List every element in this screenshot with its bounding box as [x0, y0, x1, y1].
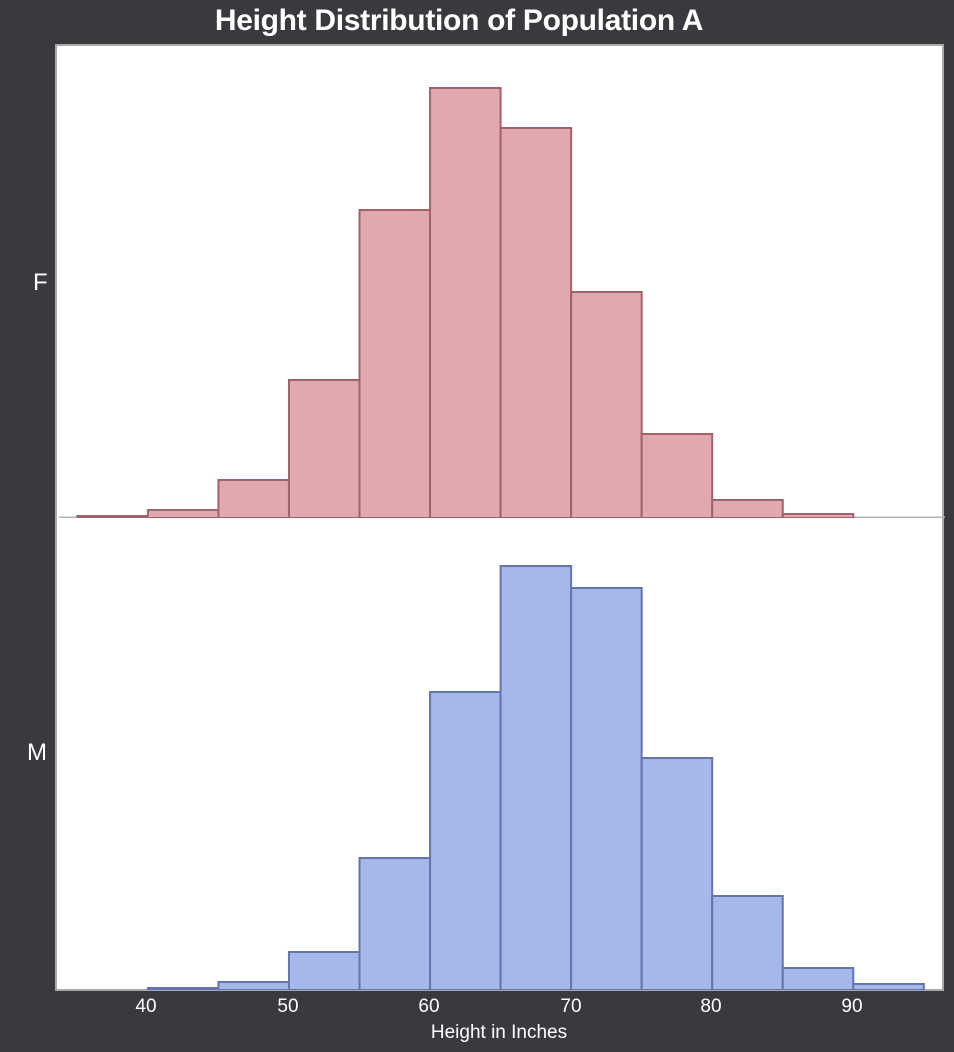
histogram-bar	[217, 479, 290, 518]
histogram-bar	[781, 513, 855, 518]
histogram-bar	[358, 209, 432, 518]
histogram-bar	[852, 983, 925, 990]
histogram-bar	[499, 127, 573, 518]
histogram-bar	[640, 433, 714, 518]
x-tick-80: 80	[700, 996, 722, 1017]
histogram-bar	[711, 895, 784, 990]
x-tick-50: 50	[277, 996, 299, 1017]
histogram-bar	[640, 757, 714, 990]
facet-label-m: M	[27, 739, 47, 766]
histogram-bar	[358, 857, 432, 990]
histogram-bar	[429, 87, 502, 518]
x-tick-40: 40	[135, 996, 157, 1017]
histogram-bar	[499, 565, 573, 990]
x-tick-60: 60	[418, 996, 440, 1017]
histogram-bar	[429, 691, 502, 990]
facet-panel-f	[59, 46, 945, 518]
histogram-bar	[570, 587, 643, 990]
histogram-f	[59, 87, 945, 518]
chart-title: Height Distribution of Population A	[214, 4, 704, 37]
x-tick-70: 70	[560, 996, 582, 1017]
facet-label-f: F	[33, 269, 48, 296]
histogram-bar	[287, 379, 361, 518]
histogram-bar	[146, 987, 220, 990]
facet-panel-m	[59, 518, 945, 990]
plot-area	[55, 44, 945, 991]
histogram-bar	[570, 291, 643, 518]
histogram-bar	[781, 967, 855, 990]
x-tick-90: 90	[841, 996, 863, 1017]
x-axis-label: Height in Inches	[430, 1022, 568, 1043]
histogram-m	[146, 565, 925, 990]
histogram-bar	[146, 509, 220, 518]
histogram-bar	[217, 981, 290, 990]
histogram-bar	[711, 499, 784, 518]
histogram-bar	[287, 951, 361, 990]
